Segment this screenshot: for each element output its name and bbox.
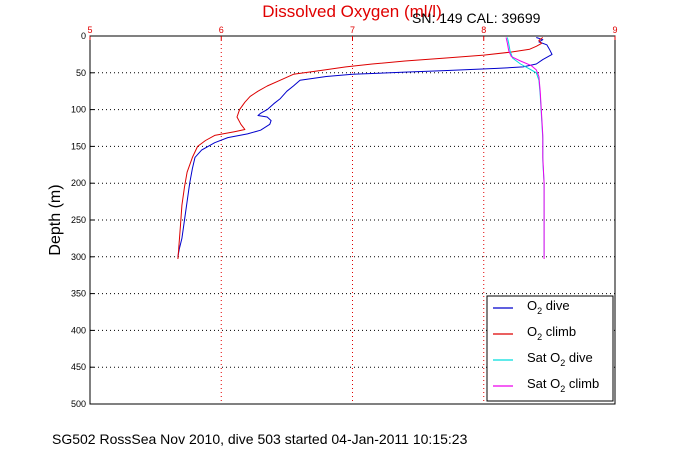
y-tick-label: 400 — [71, 325, 86, 335]
y-tick-label: 150 — [71, 141, 86, 151]
legend-label: Sat O2 climb — [527, 376, 599, 394]
y-tick-label: 100 — [71, 105, 86, 115]
x-tick-label: 6 — [219, 25, 224, 35]
x-tick-label: 9 — [612, 25, 617, 35]
y-tick-label: 500 — [71, 399, 86, 409]
legend-label: O2 climb — [527, 324, 576, 342]
series-line-o2-dive — [177, 37, 553, 257]
chart-grid — [90, 36, 615, 404]
legend: O2 dive O2 climb Sat O2 dive Sat O2 climb — [486, 295, 614, 402]
series-line-o2-climb — [177, 37, 544, 260]
legend-label: O2 dive — [527, 298, 570, 316]
x-axis: 5 6 7 8 9 — [87, 25, 618, 40]
y-tick-label: 50 — [76, 68, 86, 78]
y-tick-label: 250 — [71, 215, 86, 225]
calibration-text: SN: 149 CAL: 39699 — [412, 10, 541, 26]
y-tick-label: 450 — [71, 362, 86, 372]
chart-title: Dissolved Oxygen (ml/l) — [262, 2, 442, 21]
y-axis-label: Depth (m) — [47, 184, 64, 255]
legend-label: Sat O2 dive — [527, 350, 593, 368]
x-tick-label: 5 — [87, 25, 92, 35]
y-tick-label: 200 — [71, 178, 86, 188]
y-tick-label: 300 — [71, 252, 86, 262]
y-tick-label: 0 — [81, 31, 86, 41]
x-tick-label: 8 — [481, 25, 486, 35]
figure-caption: SG502 RossSea Nov 2010, dive 503 started… — [52, 431, 468, 447]
x-tick-label: 7 — [350, 25, 355, 35]
y-axis: 0 50 100 150 200 250 300 350 400 450 500 — [71, 31, 94, 409]
series-line-sat-o2-climb — [505, 37, 545, 259]
legend-box — [486, 295, 614, 402]
series-layer — [177, 37, 553, 260]
y-tick-label: 350 — [71, 289, 86, 299]
